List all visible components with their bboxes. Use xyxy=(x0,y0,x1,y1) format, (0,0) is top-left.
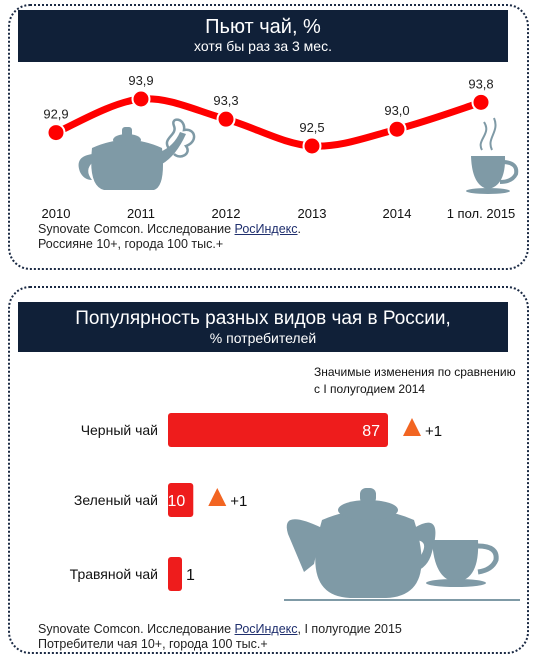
change-label: +1 xyxy=(230,493,247,510)
value-label: 1 xyxy=(186,567,195,584)
data-point xyxy=(387,119,407,139)
bar-chart-header: Популярность разных видов чая в России, … xyxy=(18,302,508,352)
source-1-prefix: Synovate Comcon. Исследование xyxy=(38,222,235,236)
line-value-labels: 92,9 93,9 93,3 92,5 93,0 93,8 xyxy=(43,73,493,135)
line-chart xyxy=(46,89,491,156)
data-point xyxy=(471,92,491,112)
x-tick-label: 2014 xyxy=(383,206,412,221)
bar xyxy=(168,483,194,517)
increase-marker-icon xyxy=(208,488,227,506)
data-label: 92,5 xyxy=(299,120,324,135)
line-x-axis: 2010 2011 2012 2013 2014 1 пол. 2015 xyxy=(42,206,516,221)
data-label: 92,9 xyxy=(43,107,68,122)
value-label: 87 xyxy=(362,423,380,440)
teacup-icon xyxy=(426,540,499,587)
tea-types-panel xyxy=(8,286,529,654)
category-label: Травяной чай xyxy=(70,566,158,582)
data-label: 93,3 xyxy=(213,93,238,108)
x-tick-label: 2012 xyxy=(212,206,241,221)
x-tick-label: 2010 xyxy=(42,206,71,221)
x-tick-label: 2013 xyxy=(298,206,327,221)
increase-marker-icon xyxy=(403,418,421,436)
line-chart-header: Пьют чай, % хотя бы раз за 3 мес. xyxy=(18,10,508,62)
data-point xyxy=(46,123,66,143)
data-label: 93,9 xyxy=(128,73,153,88)
source-1-suffix: . xyxy=(297,222,302,236)
data-point xyxy=(216,109,236,129)
category-label: Зеленый чай xyxy=(74,492,158,508)
rosindex-link-1[interactable]: РосИндекс xyxy=(234,222,298,236)
teapot-icon xyxy=(286,488,436,598)
data-point xyxy=(302,136,322,156)
steam-icon xyxy=(165,118,196,158)
x-tick-label: 1 пол. 2015 xyxy=(447,206,516,221)
source-note-1: Synovate Comcon. Исследование РосИндекс.… xyxy=(38,222,301,252)
bar-chart-subtitle: % потребителей xyxy=(209,330,317,346)
change-note: Значимые изменения по сравнению с I полу… xyxy=(314,365,516,396)
line-chart-subtitle: хотя бы раз за 3 мес. xyxy=(194,38,332,54)
source-2-line2: Потребители чая 10+, города 100 тыс.+ xyxy=(38,637,268,651)
category-label: Черный чай xyxy=(81,422,158,438)
bar xyxy=(168,557,182,591)
source-2-prefix: Synovate Comcon. Исследование xyxy=(38,622,235,636)
data-label: 93,0 xyxy=(384,103,409,118)
kettle-icon xyxy=(78,127,186,190)
data-point xyxy=(131,89,151,109)
change-label: +1 xyxy=(425,423,442,440)
tea-drinking-panel xyxy=(8,4,529,270)
x-tick-label: 2011 xyxy=(127,206,155,221)
bar xyxy=(168,413,388,447)
bar-chart-title: Популярность разных видов чая в России, xyxy=(75,308,451,329)
source-2-suffix: , I полугодие 2015 xyxy=(297,622,402,636)
source-1-line2: Россияне 10+, города 100 тыс.+ xyxy=(38,237,224,251)
value-label: 10 xyxy=(167,493,185,510)
bar-chart: Черный чай 87 +1 Зеленый чай 10 +1 Травяной ча… xyxy=(70,413,442,591)
rosindex-link-2[interactable]: РосИндекс xyxy=(234,622,298,636)
source-note-2: Synovate Comcon. Исследование РосИндекс,… xyxy=(38,622,402,652)
data-label: 93,8 xyxy=(468,76,493,91)
cup-icon xyxy=(466,117,519,194)
line-chart-title: Пьют чай, % xyxy=(205,16,321,38)
